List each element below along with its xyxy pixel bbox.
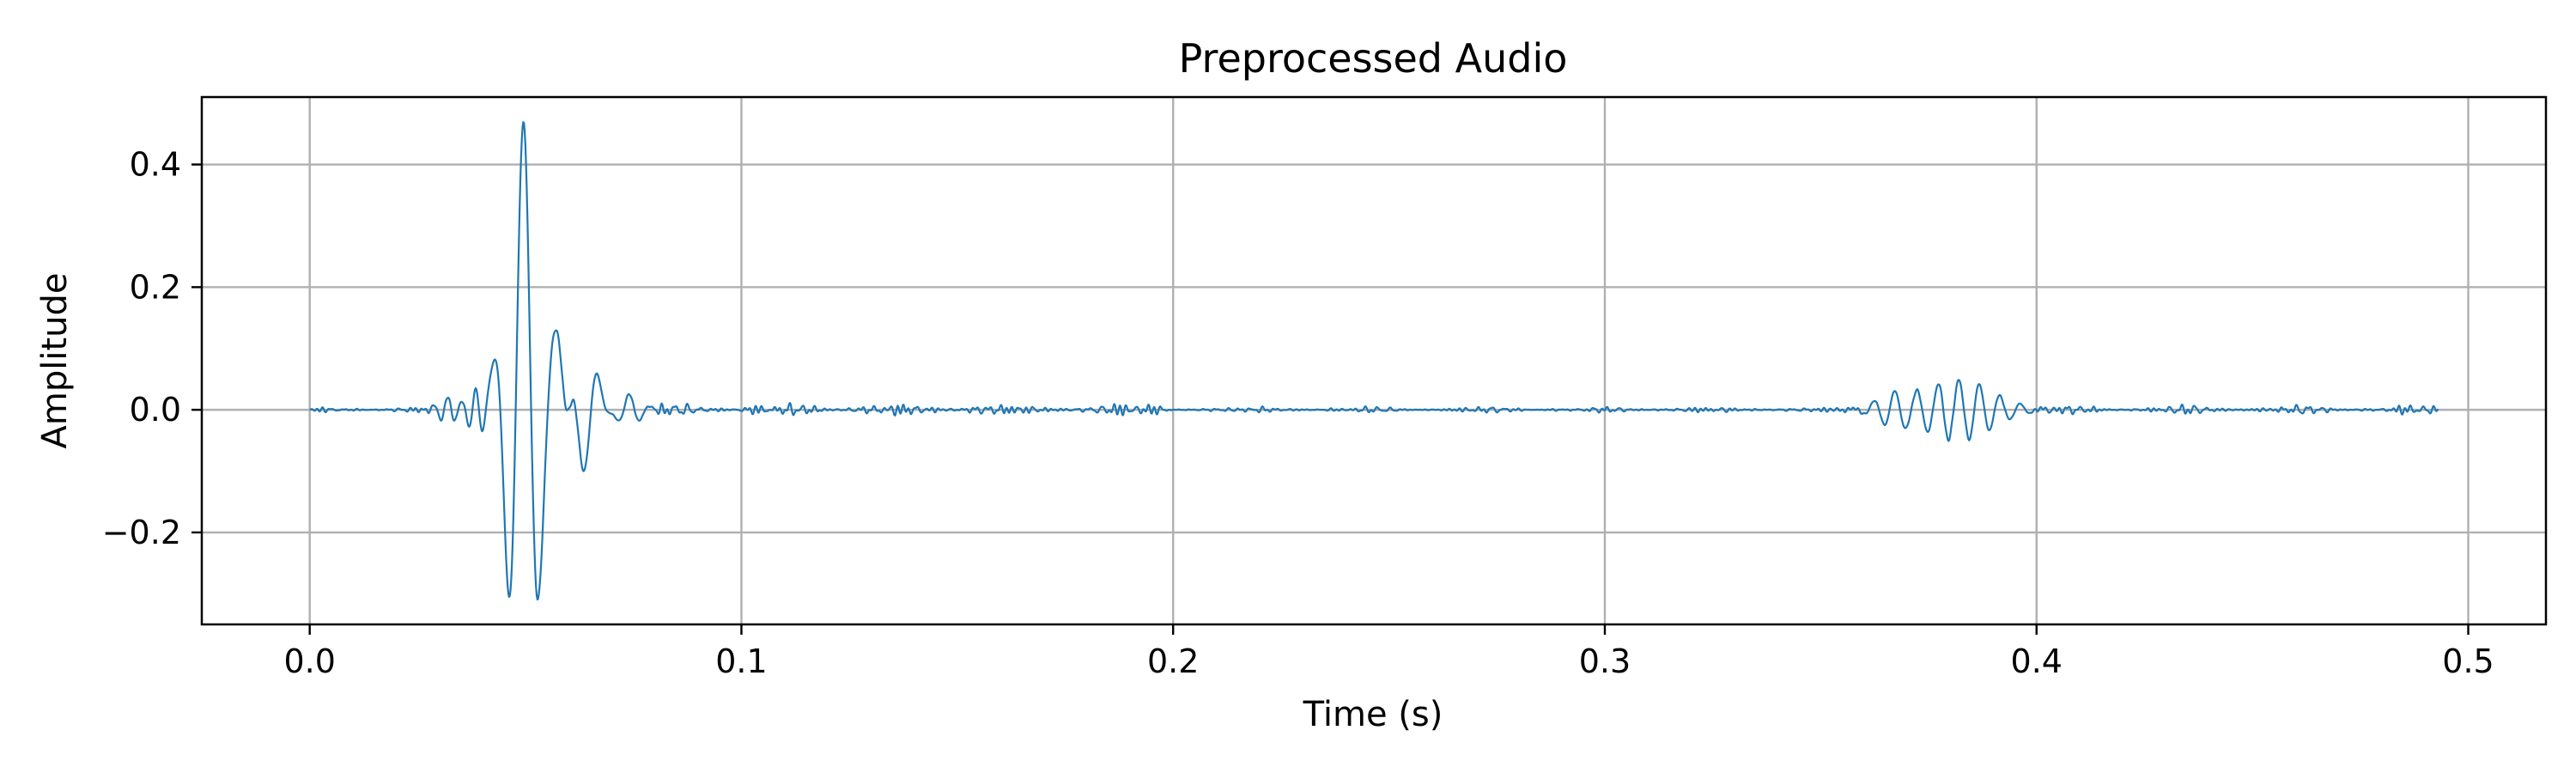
y-axis-label: Amplitude (35, 273, 75, 449)
series-layer (309, 121, 2439, 601)
x-tick-label: 0.1 (715, 642, 767, 680)
y-tick-label: −0.2 (102, 514, 181, 551)
waveform-series-line (309, 121, 2439, 601)
x-tick-label: 0.3 (1579, 642, 1631, 680)
x-tick-label: 0.4 (2011, 642, 2063, 680)
y-tick-label: 0.0 (130, 391, 181, 429)
grid (202, 97, 2546, 624)
y-tick-label: 0.4 (130, 146, 181, 184)
x-axis-label: Time (s) (1303, 695, 1443, 734)
x-tick-label: 0.2 (1147, 642, 1199, 680)
plot-frame (200, 95, 2548, 626)
chart-title: Preprocessed Audio (1179, 35, 1568, 82)
x-tick-label: 0.0 (283, 642, 335, 680)
x-tick-label: 0.5 (2442, 642, 2494, 680)
tick-labels: 0.0 0.1 0.2 0.3 0.4 0.5 −0.2 0.0 0.2 0.4 (102, 146, 2494, 680)
ticks (191, 163, 2470, 635)
y-tick-label: 0.2 (130, 268, 181, 306)
